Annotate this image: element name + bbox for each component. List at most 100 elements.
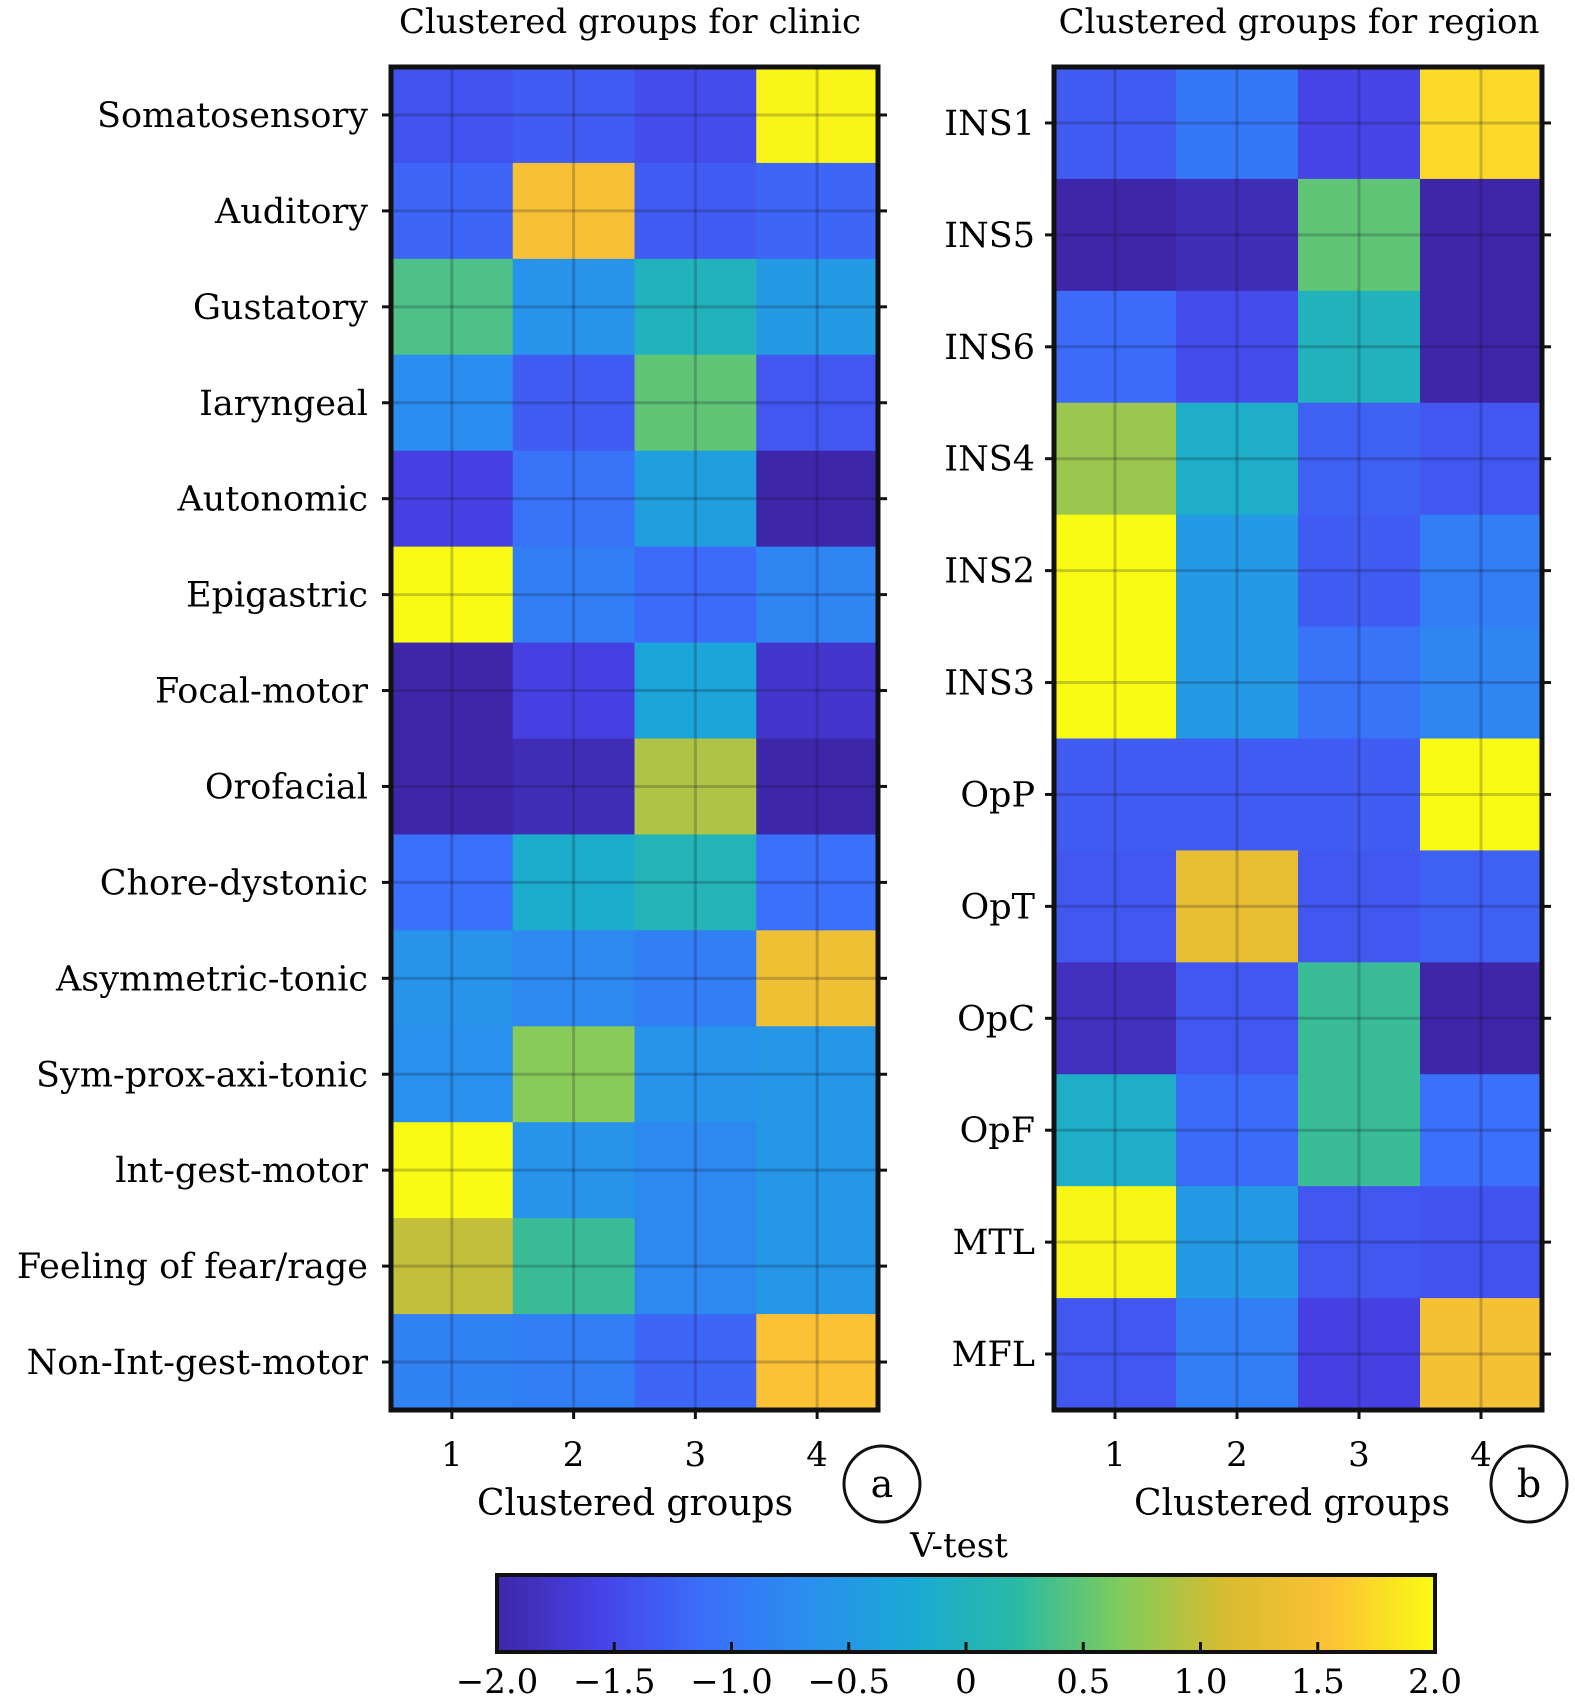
row-label: Orofacial bbox=[205, 767, 368, 807]
heatmap-cell bbox=[391, 930, 514, 1027]
heatmap-cell bbox=[1420, 626, 1543, 740]
row-label: OpT bbox=[961, 887, 1035, 927]
heatmap-cell bbox=[1420, 514, 1543, 628]
heatmap-cell bbox=[1298, 962, 1421, 1075]
heatmap-cell bbox=[1054, 514, 1177, 628]
heatmap-cell bbox=[391, 1314, 514, 1411]
heatmap-cell bbox=[1054, 290, 1177, 404]
row-label: INS1 bbox=[944, 104, 1035, 144]
panel-a-xlabel: Clustered groups bbox=[477, 1483, 793, 1524]
colorbar-tick-label: −0.5 bbox=[807, 1662, 890, 1699]
heatmap-cell bbox=[634, 67, 757, 164]
row-label: Epigastric bbox=[186, 576, 368, 616]
row-label: INS6 bbox=[944, 328, 1035, 368]
heatmap-cell bbox=[512, 67, 636, 164]
column-tick-label: 3 bbox=[1348, 1435, 1370, 1475]
colorbar-tick-label: −2.0 bbox=[456, 1662, 539, 1699]
heatmap-cell bbox=[634, 162, 757, 260]
heatmap-cell bbox=[391, 1218, 514, 1315]
heatmap-cell bbox=[1054, 850, 1177, 963]
row-label: Iaryngeal bbox=[199, 384, 368, 424]
heatmap-cell bbox=[512, 162, 636, 260]
heatmap-cell bbox=[1298, 738, 1421, 852]
heatmap-cell bbox=[1420, 67, 1543, 180]
heatmap-cell bbox=[1298, 1186, 1421, 1299]
colorbar-tick-label: 0 bbox=[955, 1662, 977, 1699]
heatmap-cell bbox=[1298, 626, 1421, 740]
heatmap-cell bbox=[756, 738, 879, 836]
heatmap-cell bbox=[1420, 850, 1543, 963]
heatmap-cell bbox=[634, 354, 757, 452]
panel-a-frame bbox=[388, 64, 881, 1413]
heatmap-cell bbox=[756, 450, 879, 548]
heatmap-cell bbox=[512, 1218, 636, 1315]
heatmap-cell bbox=[1054, 1298, 1177, 1411]
colorbar-tick-label: 2.0 bbox=[1408, 1662, 1462, 1699]
column-tick-label: 2 bbox=[1226, 1435, 1248, 1475]
heatmap-cell bbox=[1420, 962, 1543, 1075]
heatmap-cell bbox=[1176, 738, 1299, 852]
panel-b: Clustered groups for region INS1 INS5 INS6… bbox=[944, 2, 1569, 1524]
heatmap-cell bbox=[391, 738, 514, 836]
heatmap-cell bbox=[391, 162, 514, 260]
heatmap-cell bbox=[634, 546, 757, 644]
heatmap-cell bbox=[1176, 626, 1299, 740]
heatmap-cell bbox=[1054, 626, 1177, 740]
colorbar-gradient bbox=[495, 1573, 1437, 1654]
panel-b-xlabel: Clustered groups bbox=[1134, 1483, 1450, 1524]
heatmap-cell bbox=[1054, 962, 1177, 1075]
heatmap-cell bbox=[756, 834, 879, 931]
heatmap-cell bbox=[512, 834, 636, 931]
heatmap-cell bbox=[391, 546, 514, 644]
heatmap-cell bbox=[391, 67, 514, 164]
heatmap-cell bbox=[756, 258, 879, 356]
heatmap-cell bbox=[1054, 1186, 1177, 1299]
heatmap-cell bbox=[1054, 402, 1177, 516]
panel-a: Clustered groups for clinic Somatosensor… bbox=[17, 2, 922, 1524]
heatmap-cell bbox=[512, 258, 636, 356]
heatmap-cell bbox=[756, 354, 879, 452]
panel-b-frame bbox=[1051, 64, 1545, 1413]
panel-b-letter-circle bbox=[1489, 1444, 1569, 1524]
heatmap-cell bbox=[391, 642, 514, 740]
row-label: Gustatory bbox=[193, 288, 368, 328]
heatmap-cell bbox=[634, 1218, 757, 1315]
colorbar-tick-label: −1.0 bbox=[690, 1662, 773, 1699]
heatmap-cell bbox=[634, 930, 757, 1027]
heatmap-cell bbox=[512, 642, 636, 740]
heatmap-cell bbox=[634, 834, 757, 931]
heatmap-cell bbox=[1176, 290, 1299, 404]
column-tick-label: 4 bbox=[1470, 1435, 1492, 1475]
panel-a-letter: a bbox=[871, 1462, 894, 1506]
heatmap-cell bbox=[1176, 67, 1299, 180]
heatmap-cell bbox=[391, 1026, 514, 1123]
heatmap-cell bbox=[756, 1314, 879, 1411]
heatmap-cell bbox=[1054, 178, 1177, 292]
row-label: Auditory bbox=[214, 192, 368, 232]
heatmap-cell bbox=[1176, 402, 1299, 516]
heatmap-cell bbox=[1176, 514, 1299, 628]
column-tick-label: 1 bbox=[441, 1435, 463, 1475]
panel-a-column-ticks: 1 2 3 4 bbox=[441, 1410, 828, 1475]
row-label: OpP bbox=[960, 775, 1035, 815]
panel-b-heatmap-cells bbox=[1054, 67, 1543, 1411]
colorbar: V-test −2.0 −1.5 −1.0 −0.5 0 0.5 1.0 1.5 2.0 bbox=[456, 1526, 1462, 1699]
panel-b-grid bbox=[1054, 67, 1542, 1410]
heatmap-cell bbox=[756, 67, 879, 164]
heatmap-cell bbox=[756, 1218, 879, 1315]
panel-a-letter-circle bbox=[842, 1444, 922, 1524]
panel-a-grid bbox=[391, 67, 878, 1410]
heatmap-cell bbox=[391, 834, 514, 931]
heatmap-cell bbox=[634, 1122, 757, 1219]
heatmap-cell bbox=[1298, 1298, 1421, 1411]
panel-a-title: Clustered groups for clinic bbox=[399, 2, 861, 42]
heatmap-cell bbox=[512, 1026, 636, 1123]
heatmap-cell bbox=[1298, 1074, 1421, 1187]
heatmap-cell bbox=[1176, 1186, 1299, 1299]
row-label: lnt-gest-motor bbox=[115, 1151, 368, 1191]
row-label: Somatosensory bbox=[97, 96, 368, 136]
colorbar-ticks: −2.0 −1.5 −1.0 −0.5 0 0.5 1.0 1.5 2.0 bbox=[456, 1642, 1462, 1699]
heatmap-cell bbox=[512, 930, 636, 1027]
heatmap-cell bbox=[756, 930, 879, 1027]
panel-b-row-labels: INS1 INS5 INS6 INS4 INS2 INS3 OpP OpT OpC OpF MTL M… bbox=[944, 104, 1551, 1375]
